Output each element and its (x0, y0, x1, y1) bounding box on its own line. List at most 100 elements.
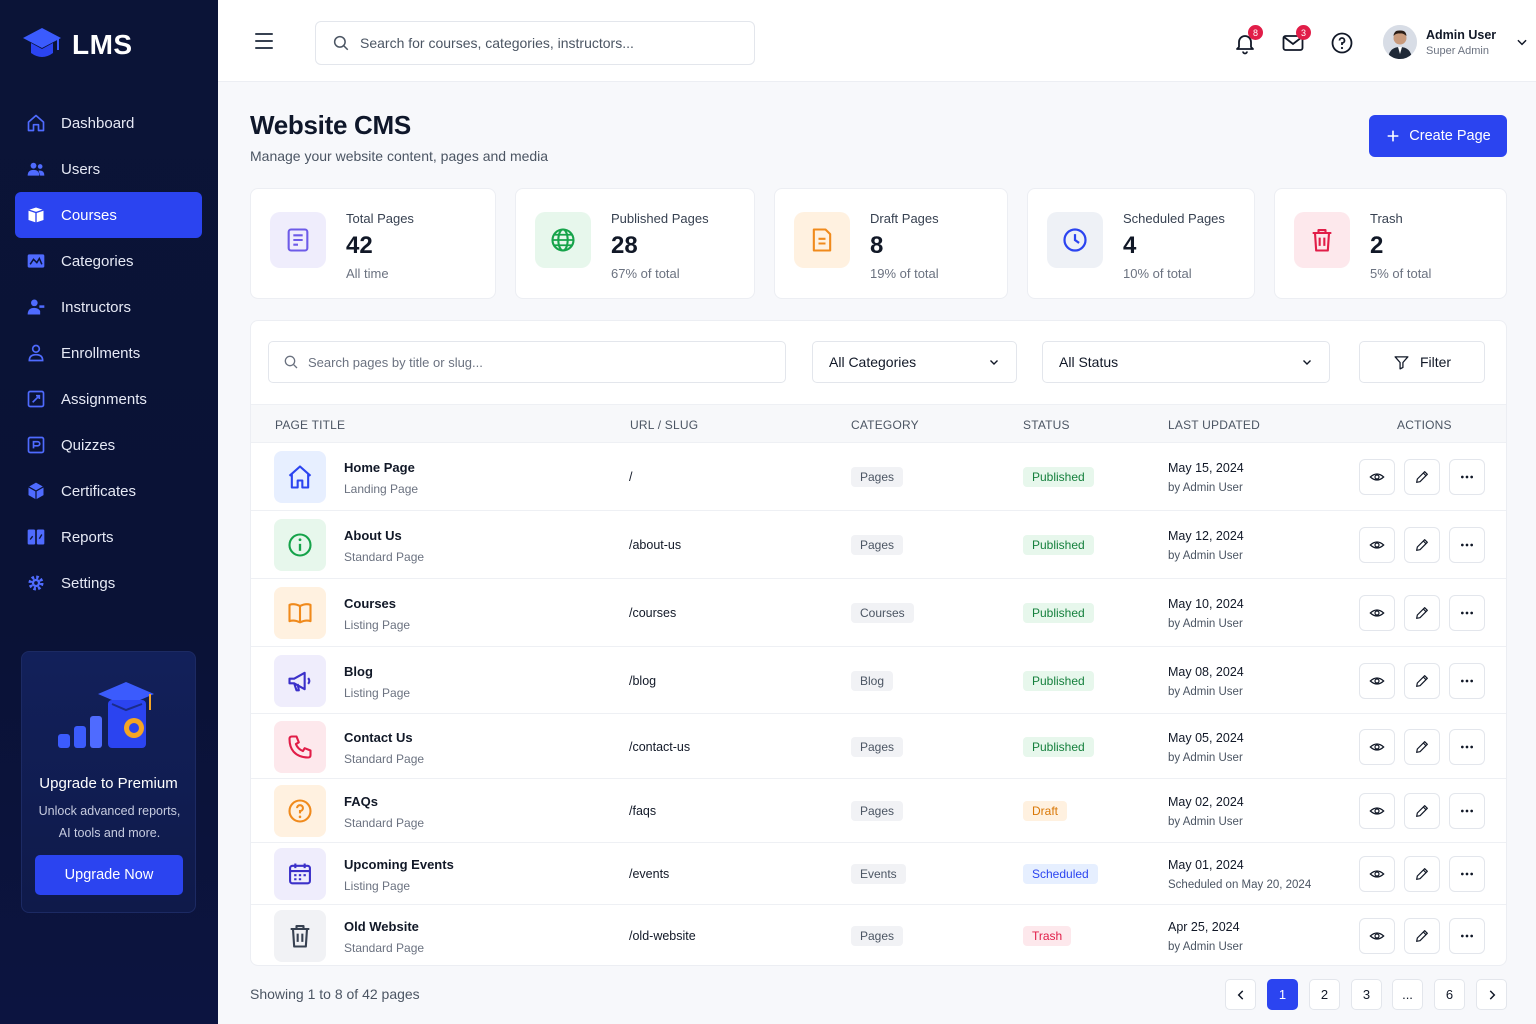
graduation-cap-icon (23, 28, 61, 57)
edit-button[interactable] (1404, 527, 1440, 563)
pagination-page-2[interactable]: 2 (1309, 979, 1340, 1010)
more-horizontal-icon (1461, 543, 1473, 547)
page-title-text[interactable]: Contact Us (344, 729, 413, 745)
stat-value: 4 (1123, 232, 1137, 259)
pencil-icon (1416, 805, 1428, 817)
status-select[interactable]: All Status (1042, 341, 1330, 383)
sidebar-item-courses[interactable]: Courses (15, 192, 202, 238)
column-header-slug[interactable]: URL / SLUG (630, 418, 699, 432)
page-title-text[interactable]: About Us (344, 528, 402, 543)
more-actions-button[interactable] (1449, 918, 1485, 954)
upgrade-now-button[interactable]: Upgrade Now (35, 855, 183, 895)
table-row[interactable]: Blog Listing Page/blog Blog Published May 08… (251, 647, 1506, 714)
more-actions-button[interactable] (1449, 728, 1485, 765)
sidebar-item-label: Dashboard (61, 114, 135, 132)
view-button[interactable] (1359, 918, 1395, 954)
sidebar-item-label: Certificates (61, 482, 137, 500)
pagination-page-6[interactable]: 6 (1434, 979, 1465, 1010)
menu-toggle-icon[interactable] (255, 33, 273, 49)
status-badge: Draft (1023, 801, 1068, 821)
view-button[interactable] (1359, 527, 1395, 563)
page-title-text[interactable]: Blog (344, 663, 373, 679)
view-button[interactable] (1359, 595, 1395, 631)
more-actions-button[interactable] (1449, 595, 1485, 631)
edit-button[interactable] (1404, 662, 1440, 699)
table-row[interactable]: About Us Standard Page/about-us Pages Publi… (251, 511, 1506, 579)
page-title-text[interactable]: Upcoming Events (344, 857, 454, 872)
table-row[interactable]: FAQs Standard Page/faqs Pages Draft May 02, … (251, 779, 1506, 843)
pagination-next-button[interactable] (1476, 979, 1507, 1010)
sidebar-item-settings[interactable]: Settings (15, 560, 202, 606)
status-badge: Published (1023, 736, 1094, 757)
view-button[interactable] (1359, 662, 1395, 699)
create-page-button[interactable]: Create Page (1369, 115, 1507, 157)
edit-button[interactable] (1404, 728, 1440, 765)
user-menu[interactable]: Admin User Super Admin (1383, 25, 1529, 59)
sidebar-item-reports[interactable]: Reports (15, 514, 202, 560)
column-header-status[interactable]: STATUS (1023, 418, 1070, 432)
category-select[interactable]: All Categories (812, 341, 1017, 383)
page-slug: / (629, 470, 633, 484)
page-title-text[interactable]: Courses (344, 596, 397, 611)
sidebar-item-dashboard[interactable]: Dashboard (15, 100, 202, 146)
table-row[interactable]: Contact Us Standard Page/contact-us Pages P… (251, 714, 1506, 779)
pagination-prev-button[interactable] (1225, 979, 1256, 1010)
edit-button[interactable] (1404, 595, 1440, 631)
sidebar-item-users[interactable]: Users (15, 146, 202, 192)
megaphone-icon (274, 654, 326, 707)
trash-icon (1294, 212, 1350, 268)
view-button[interactable] (1359, 459, 1395, 495)
sidebar-item-assignments[interactable]: Assignments (15, 376, 202, 422)
app-logo[interactable]: LMS (22, 26, 133, 64)
global-search-input[interactable] (360, 35, 740, 51)
filter-button[interactable]: Filter (1359, 341, 1485, 383)
eye-icon (1369, 473, 1385, 481)
messages-button[interactable]: 3 (1280, 25, 1311, 56)
user-role: Super Admin (1426, 44, 1489, 57)
page-title-text[interactable]: Old Website (344, 919, 419, 934)
eye-icon (1369, 742, 1385, 751)
page-title-text[interactable]: FAQs (344, 794, 378, 809)
more-actions-button[interactable] (1449, 662, 1485, 699)
table-header: PAGE TITLE URL / SLUG CATEGORY STATUS LA… (251, 404, 1506, 443)
updated-date: May 12, 2024 (1168, 529, 1244, 543)
sidebar-item-instructors[interactable]: Instructors (15, 284, 202, 330)
column-header-updated[interactable]: LAST UPDATED (1168, 418, 1260, 432)
page-title-text[interactable]: Home Page (344, 460, 415, 475)
sidebar-item-categories[interactable]: Categories (15, 238, 202, 284)
category-badge: Blog (851, 670, 894, 691)
page-slug: /contact-us (629, 739, 691, 754)
edit-button[interactable] (1404, 856, 1440, 892)
column-header-category[interactable]: CATEGORY (851, 418, 919, 432)
view-button[interactable] (1359, 793, 1395, 829)
view-button[interactable] (1359, 728, 1395, 765)
pagination-page-1[interactable]: 1 (1267, 979, 1298, 1010)
table-row[interactable]: Old Website Standard Page/old-website Page… (251, 905, 1506, 965)
more-actions-button[interactable] (1449, 527, 1485, 563)
enrollments-icon (25, 342, 47, 364)
more-actions-button[interactable] (1449, 459, 1485, 495)
page-type-text: Standard Page (344, 550, 425, 564)
info-icon (274, 519, 326, 571)
edit-button[interactable] (1404, 793, 1440, 829)
view-button[interactable] (1359, 856, 1395, 892)
pagination-page-3[interactable]: 3 (1351, 979, 1382, 1010)
edit-button[interactable] (1404, 459, 1440, 495)
trash-icon (274, 910, 326, 962)
help-button[interactable] (1329, 30, 1355, 56)
table-row[interactable]: Home Page Landing Page / Pages Published May … (251, 443, 1506, 511)
table-row[interactable]: Courses Listing Page/courses Courses Publis… (251, 579, 1506, 647)
more-actions-button[interactable] (1449, 856, 1485, 892)
edit-button[interactable] (1404, 918, 1440, 954)
stat-note: 10% of total (1123, 266, 1192, 281)
table-row[interactable]: Upcoming Events Listing Page/events Events… (251, 843, 1506, 905)
sidebar-item-certificates[interactable]: Certificates (15, 468, 202, 514)
chevron-down-icon (1303, 360, 1311, 365)
sidebar-item-enrollments[interactable]: Enrollments (15, 330, 202, 376)
pages-search-input[interactable] (308, 354, 768, 370)
more-actions-button[interactable] (1449, 793, 1485, 829)
notifications-button[interactable]: 8 (1232, 25, 1263, 56)
plus-icon (1387, 130, 1399, 142)
sidebar-item-quizzes[interactable]: Quizzes (15, 422, 202, 468)
column-header-title[interactable]: PAGE TITLE (275, 418, 346, 432)
